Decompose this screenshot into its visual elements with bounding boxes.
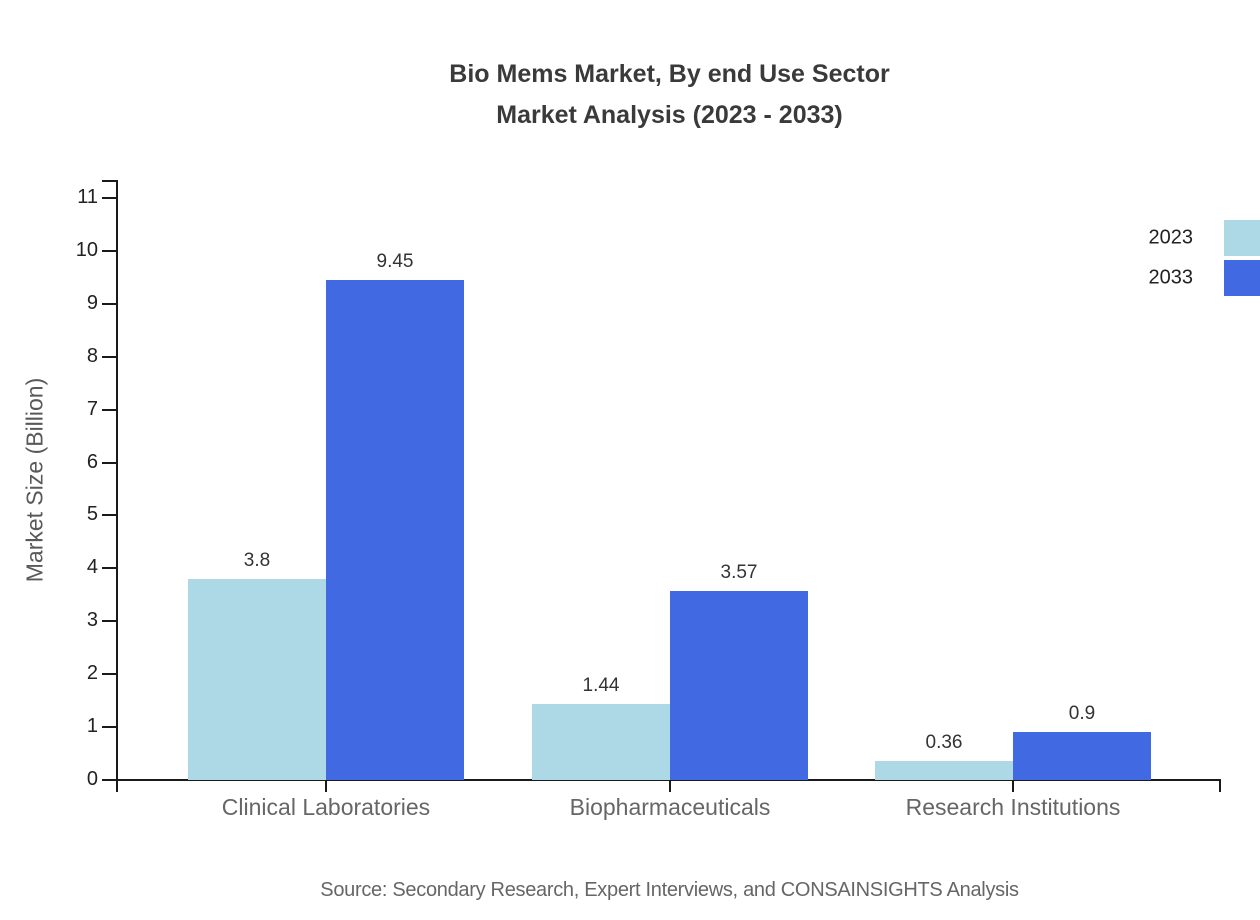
- bar-value-label-2033-biopharmaceuticals: 3.57: [720, 562, 758, 584]
- y-tick-label-9: 9: [86, 291, 98, 314]
- legend-label-2033: 2033: [1148, 266, 1194, 289]
- chart-title: Bio Mems Market, By end Use Sector Marke…: [118, 54, 1221, 136]
- bar-2033-research-institutions: [1013, 732, 1151, 780]
- legend-label-2023: 2023: [1148, 226, 1194, 249]
- y-tick-7: [102, 408, 118, 411]
- source-note: Source: Secondary Research, Expert Inter…: [320, 879, 1019, 901]
- x-tick-research-institutions: [1012, 781, 1014, 792]
- y-axis-label: Market Size (Billion): [21, 377, 48, 583]
- y-tick-label-0: 0: [86, 768, 98, 790]
- x-axis-line: [102, 779, 1221, 781]
- x-tick-biopharmaceuticals: [669, 781, 671, 792]
- bar-2023-research-institutions: [875, 760, 1013, 780]
- x-axis-end-cap: [1219, 779, 1221, 792]
- x-tick-clinical-laboratories: [325, 781, 327, 792]
- legend-item-2033: 2033: [1060, 260, 1260, 296]
- legend-swatch-2023: [1224, 220, 1260, 256]
- y-tick-5: [102, 514, 118, 517]
- bar-value-label-2023-research-institutions: 0.36: [925, 731, 963, 753]
- y-tick-8: [102, 355, 118, 358]
- y-tick-label-4: 4: [86, 556, 98, 579]
- x-category-label-clinical-laboratories: Clinical Laboratories: [221, 794, 431, 820]
- y-axis-end-cap: [102, 180, 118, 182]
- y-tick-6: [102, 461, 118, 464]
- y-tick-label-1: 1: [86, 715, 98, 738]
- bar-value-label-2023-clinical-laboratories: 3.8: [243, 549, 271, 571]
- y-axis-line: [116, 180, 118, 792]
- chart-title-line1: Bio Mems Market, By end Use Sector: [449, 60, 890, 88]
- y-tick-label-2: 2: [86, 662, 98, 685]
- y-tick-label-5: 5: [86, 503, 98, 526]
- y-tick-label-11: 11: [77, 186, 98, 208]
- legend-swatch-2033: [1224, 260, 1260, 296]
- bar-value-label-2023-biopharmaceuticals: 1.44: [582, 674, 620, 696]
- x-category-label-research-institutions: Research Institutions: [905, 794, 1121, 820]
- y-tick-label-3: 3: [86, 609, 98, 632]
- bar-2023-biopharmaceuticals: [532, 703, 670, 780]
- legend: 2023 2033: [1060, 220, 1260, 300]
- y-tick-11: [102, 197, 118, 199]
- y-tick-label-6: 6: [86, 450, 98, 473]
- y-tick-3: [102, 620, 118, 623]
- x-category-label-biopharmaceuticals: Biopharmaceuticals: [569, 794, 771, 820]
- bar-2033-clinical-laboratories: [326, 280, 464, 780]
- y-tick-1: [102, 726, 118, 729]
- y-tick-10: [102, 249, 118, 252]
- bar-value-label-2033-research-institutions: 0.9: [1068, 703, 1096, 725]
- legend-item-2023: 2023: [1060, 220, 1260, 256]
- y-tick-9: [102, 302, 118, 305]
- bar-2023-clinical-laboratories: [188, 578, 326, 780]
- y-tick-4: [102, 567, 118, 570]
- y-tick-label-10: 10: [75, 238, 98, 261]
- bar-2033-biopharmaceuticals: [670, 591, 808, 780]
- y-tick-label-7: 7: [86, 397, 98, 420]
- bar-value-label-2033-clinical-laboratories: 9.45: [376, 251, 414, 272]
- y-tick-label-8: 8: [86, 344, 98, 367]
- y-tick-2: [102, 673, 118, 676]
- chart-title-line2: Market Analysis (2023 - 2033): [496, 101, 843, 129]
